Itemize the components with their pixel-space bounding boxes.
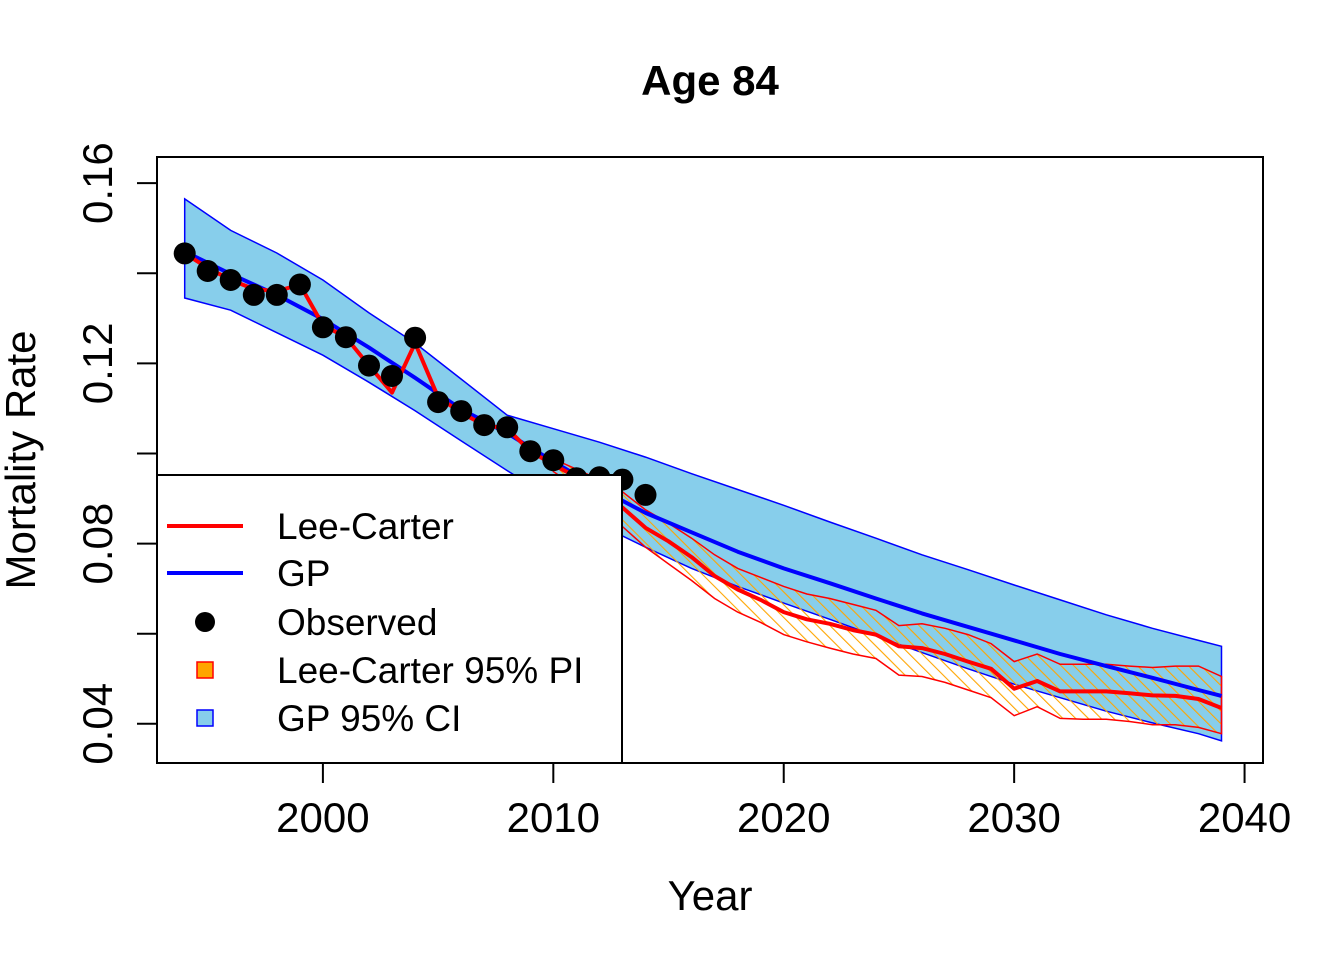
legend-item-lee-carter-95-pi: Lee-Carter 95% PI bbox=[196, 650, 583, 691]
y-tick-label: 0.16 bbox=[74, 142, 121, 224]
legend-label: GP 95% CI bbox=[277, 698, 461, 739]
observed-point bbox=[519, 440, 542, 463]
x-axis: 2000 2010 2020 2030 2040 bbox=[276, 762, 1291, 841]
observed-point bbox=[334, 326, 357, 349]
observed-point bbox=[219, 269, 242, 291]
legend-item-lee-carter: Lee-Carter bbox=[167, 506, 454, 547]
observed-point bbox=[634, 483, 657, 506]
legend-label: Observed bbox=[277, 602, 437, 643]
observed-point bbox=[404, 326, 427, 349]
legend-swatch bbox=[196, 709, 214, 727]
x-tick-label: 2020 bbox=[737, 794, 830, 841]
observed-point bbox=[265, 283, 288, 306]
x-tick-label: 2030 bbox=[967, 794, 1060, 841]
x-tick-label: 2040 bbox=[1198, 794, 1291, 841]
legend-item-observed: Observed bbox=[195, 602, 437, 643]
observed-point bbox=[242, 283, 265, 306]
observed-point bbox=[473, 414, 496, 437]
observed-point bbox=[542, 449, 565, 472]
gp-line bbox=[183, 249, 1222, 698]
observed-point bbox=[288, 273, 311, 296]
interval-bands bbox=[183, 197, 1223, 742]
legend-swatch bbox=[196, 661, 214, 679]
y-tick-label: 0.08 bbox=[74, 503, 121, 585]
x-axis-title: Year bbox=[668, 872, 753, 919]
legend-label: Lee-Carter bbox=[277, 506, 454, 547]
lee-carter-95-pi-band bbox=[552, 457, 1223, 735]
lee-carter-line bbox=[183, 251, 1223, 710]
observed-point bbox=[173, 242, 196, 265]
y-axis: 0.04 0.08 0.12 0.16 bbox=[74, 142, 158, 765]
legend-item-gp: GP bbox=[167, 553, 330, 594]
observed-point bbox=[358, 354, 380, 377]
legend-swatch bbox=[195, 612, 215, 632]
chart-title: Age 84 bbox=[641, 57, 779, 104]
observed-point bbox=[196, 260, 219, 282]
legend-label: Lee-Carter 95% PI bbox=[277, 650, 583, 691]
legend-label: GP bbox=[277, 553, 330, 594]
legend-item-gp-95-ci: GP 95% CI bbox=[196, 698, 461, 739]
legend: Lee-Carter GP Observed Lee-Carter 95% PI GP … bbox=[156, 474, 623, 764]
y-tick-label: 0.12 bbox=[74, 323, 121, 405]
gp-95-ci-band bbox=[183, 197, 1223, 742]
observed-points bbox=[173, 242, 657, 506]
observed-point bbox=[496, 416, 519, 439]
series-lines bbox=[183, 249, 1223, 710]
x-tick-label: 2000 bbox=[276, 794, 369, 841]
y-axis-title: Mortality Rate bbox=[0, 330, 44, 589]
observed-point bbox=[311, 316, 334, 339]
observed-point bbox=[427, 391, 450, 414]
y-tick-label: 0.04 bbox=[74, 683, 121, 765]
observed-point bbox=[450, 400, 473, 423]
observed-point bbox=[381, 365, 403, 387]
legend-box bbox=[156, 474, 623, 764]
x-tick-label: 2010 bbox=[507, 794, 600, 841]
